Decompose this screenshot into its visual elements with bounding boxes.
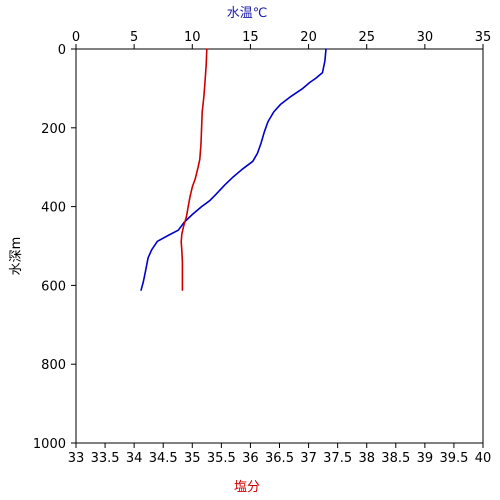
bottom-tick-label: 37.5 — [323, 451, 352, 466]
bottom-tick-label: 36.5 — [265, 451, 294, 466]
bottom-tick-label: 34 — [126, 451, 143, 466]
top-tick-label: 30 — [417, 30, 434, 45]
left-axis-title: 水深m — [9, 237, 24, 276]
top-tick-label: 0 — [72, 30, 80, 45]
bottom-tick-label: 35.5 — [207, 451, 236, 466]
top-axis-temperature: 0 5 10 15 20 25 30 35 — [72, 30, 491, 49]
bottom-axis-title: 塩分 — [234, 480, 260, 495]
left-axis-depth: 0 200 400 600 800 1000 — [33, 43, 76, 452]
bottom-tick-label: 37 — [300, 451, 317, 466]
top-tick-label: 20 — [300, 30, 317, 45]
bottom-tick-label: 39.5 — [439, 451, 468, 466]
series-layer — [140, 48, 327, 291]
temperature-series-line — [140, 48, 327, 291]
left-tick-label: 1000 — [33, 437, 66, 452]
top-tick-label: 5 — [130, 30, 138, 45]
salinity-series-line — [180, 48, 208, 291]
bottom-tick-label: 33 — [68, 451, 85, 466]
left-tick-label: 600 — [41, 279, 66, 294]
left-tick-label: 400 — [41, 201, 66, 216]
bottom-tick-label: 35 — [184, 451, 201, 466]
top-tick-label: 15 — [242, 30, 259, 45]
bottom-tick-label: 38 — [358, 451, 375, 466]
top-tick-label: 10 — [184, 30, 201, 45]
bottom-axis-salinity: 33 33.5 34 34.5 35 35.5 36 36.5 37 37.5 38 38.5 39 39… — [68, 443, 492, 466]
bottom-tick-label: 36 — [242, 451, 259, 466]
left-tick-label: 800 — [41, 358, 66, 373]
top-tick-label: 25 — [358, 30, 375, 45]
bottom-tick-label: 40 — [475, 451, 492, 466]
plot-frame — [75, 48, 484, 444]
top-tick-label: 35 — [475, 30, 492, 45]
bottom-tick-label: 33.5 — [91, 451, 120, 466]
left-tick-label: 200 — [41, 122, 66, 137]
left-tick-label: 0 — [58, 43, 66, 58]
bottom-tick-label: 38.5 — [381, 451, 410, 466]
bottom-tick-label: 34.5 — [149, 451, 178, 466]
bottom-tick-label: 39 — [417, 451, 434, 466]
top-axis-title: 水温℃ — [227, 6, 268, 21]
